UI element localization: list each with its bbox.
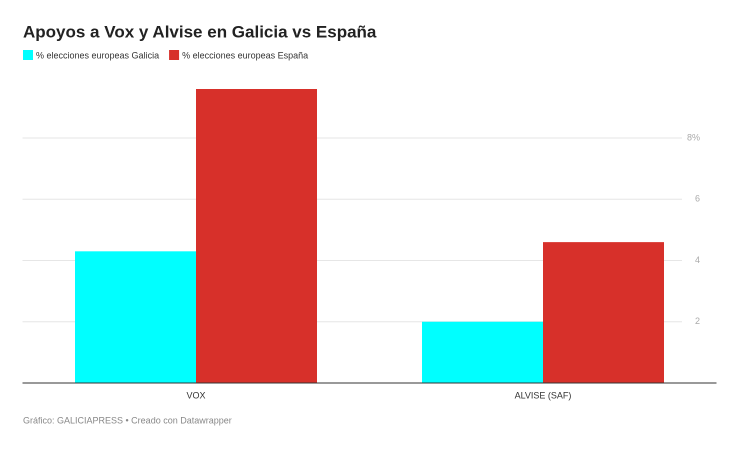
x-tick-label: VOX	[186, 390, 205, 400]
bar	[422, 321, 543, 383]
y-tick-label: 4	[695, 255, 700, 265]
bar	[196, 89, 317, 383]
legend-label: % elecciones europeas Galicia	[36, 50, 159, 60]
legend-label: % elecciones europeas España	[182, 50, 308, 60]
bar	[75, 251, 196, 383]
chart-title: Apoyos a Vox y Alvise en Galicia vs Espa…	[23, 22, 377, 41]
x-tick-label: ALVISE (SAF)	[515, 390, 572, 400]
bar	[543, 242, 664, 383]
legend-swatch	[169, 50, 180, 60]
source-note: Gráfico: GALICIAPRESS • Creado con Dataw…	[23, 415, 232, 425]
y-tick-label: 2	[695, 316, 700, 326]
y-tick-label: 8%	[687, 132, 700, 142]
legend-swatch	[23, 50, 33, 60]
y-tick-label: 6	[695, 194, 700, 204]
